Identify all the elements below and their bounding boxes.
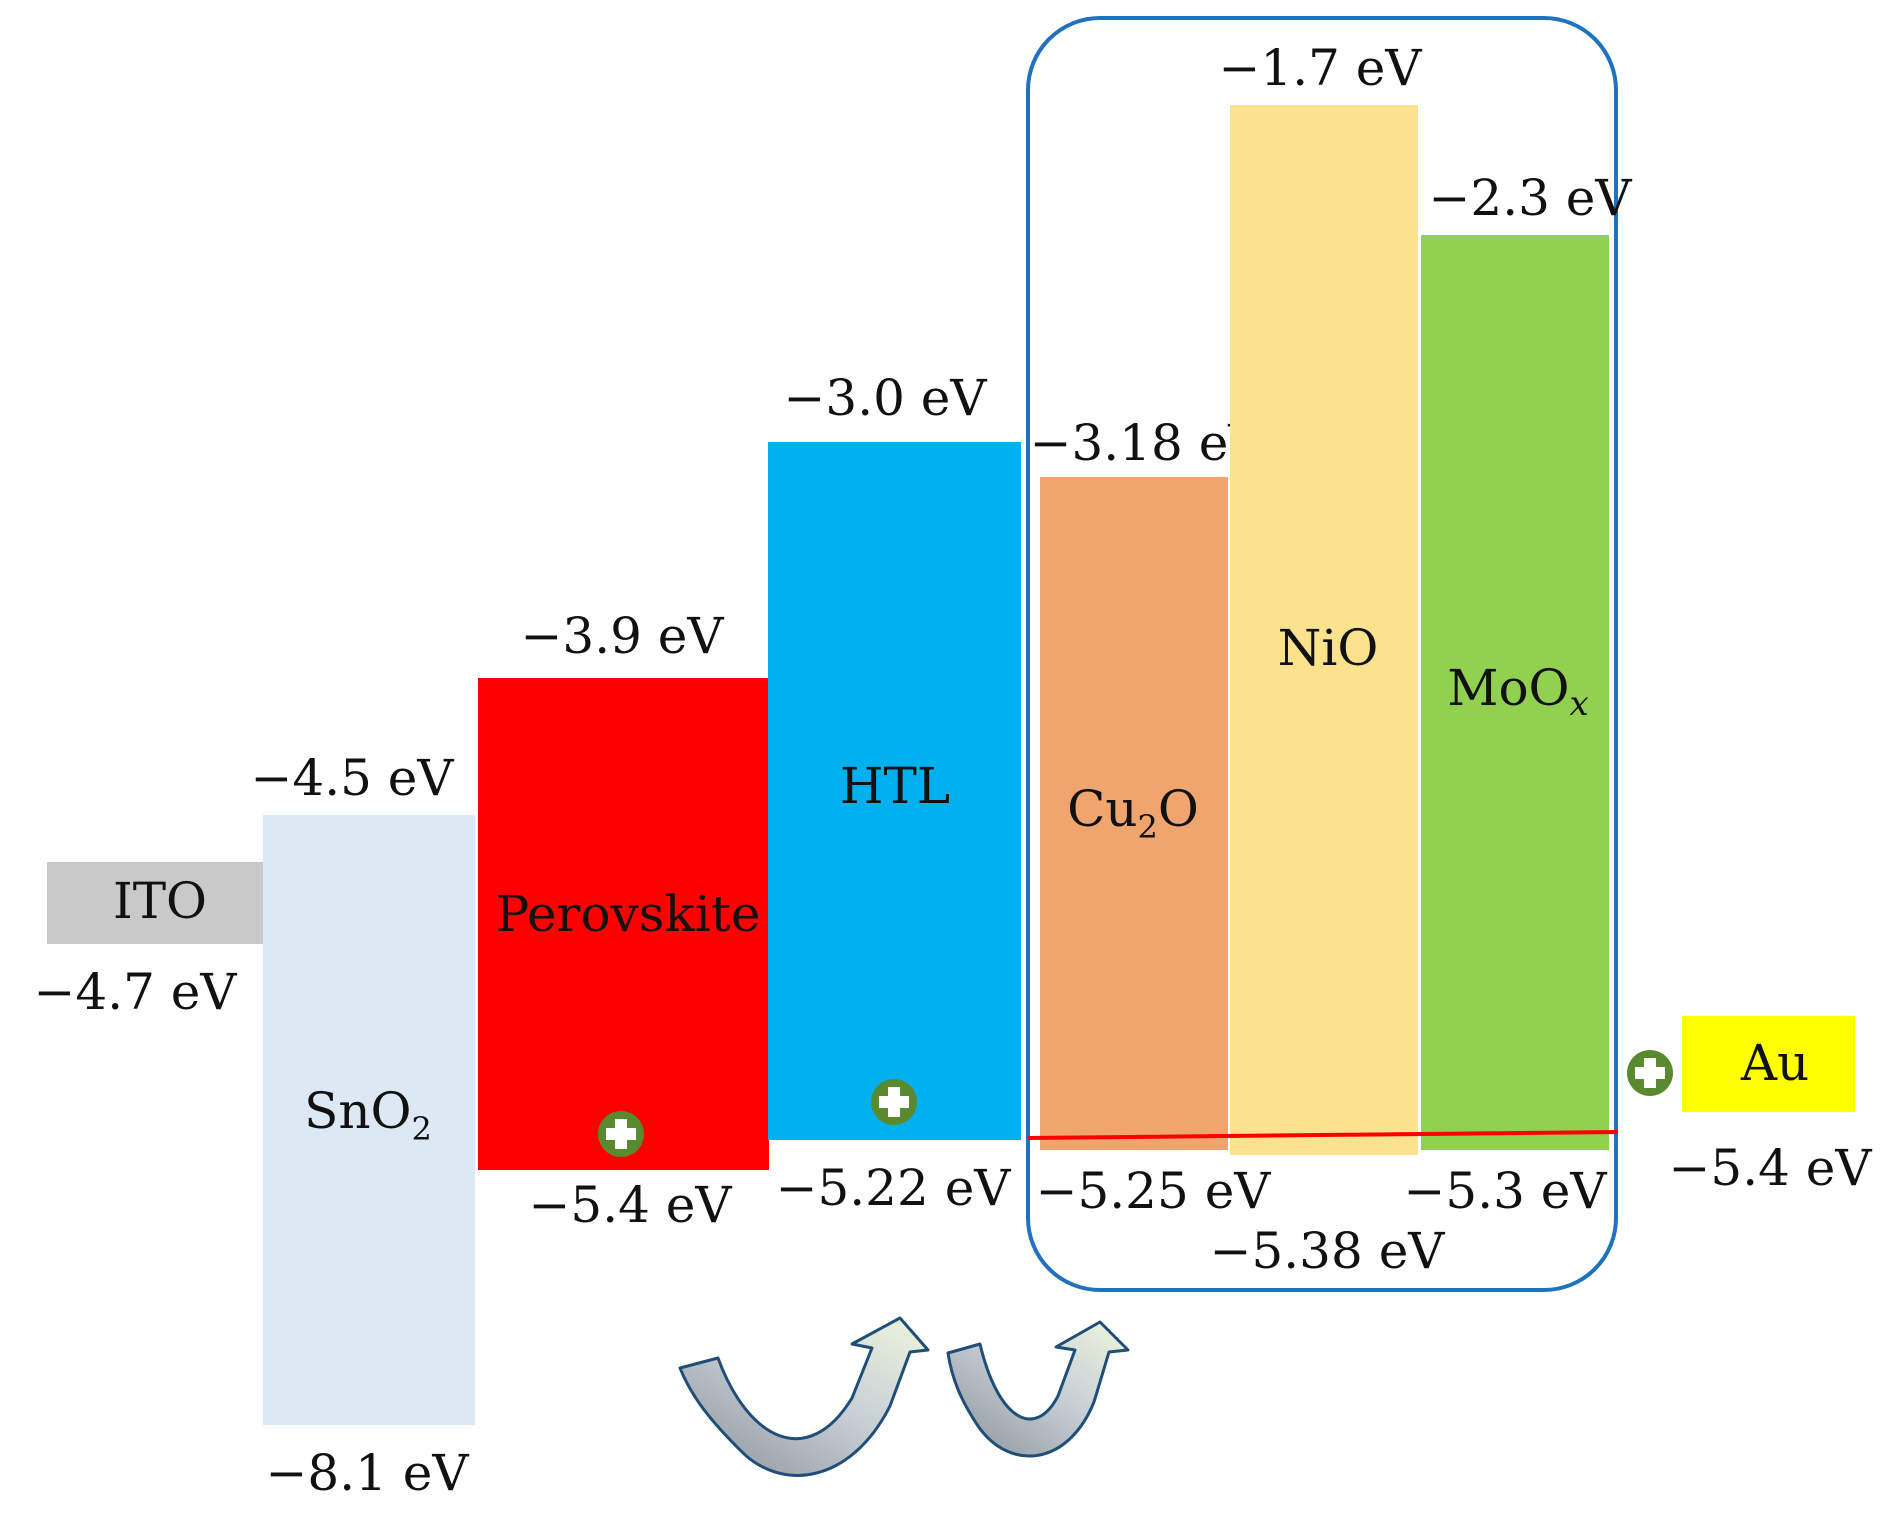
layer-nio: −1.7 eV NiO −5.38 eV: [1210, 39, 1446, 1280]
moox-bar: [1421, 235, 1609, 1150]
layer-htl: −3.0 eV HTL −5.22 eV: [768, 369, 1021, 1217]
perovskite-bar: [478, 678, 769, 1170]
ito-bar: [47, 862, 264, 944]
alignment-line: [1027, 1130, 1619, 1140]
sno2-bar: [263, 815, 475, 1425]
htl-lower-level: −5.22 eV: [776, 1159, 1012, 1217]
nio-upper-level: −1.7 eV: [1218, 39, 1422, 97]
layer-sno2: −4.5 eV SnO2 −8.1 eV: [250, 749, 475, 1502]
htl-label: HTL: [840, 757, 950, 815]
au-label: Au: [1740, 1034, 1809, 1092]
au-bar: [1682, 1016, 1855, 1112]
perovskite-label: Perovskite: [496, 885, 761, 943]
ito-label: ITO: [113, 872, 207, 930]
htl-bar: [768, 442, 1021, 1140]
hole-plus-icon: [1627, 1050, 1673, 1096]
perovskite-upper-level: −3.9 eV: [520, 607, 724, 665]
layer-au: Au −5.4 eV: [1668, 1016, 1872, 1197]
cu2o-bar: [1040, 477, 1228, 1150]
moox-lower-level: −5.3 eV: [1403, 1162, 1607, 1220]
nio-label: NiO: [1278, 619, 1379, 677]
sno2-upper-level: −4.5 eV: [250, 749, 454, 807]
nio-lower-level: −5.38 eV: [1210, 1222, 1446, 1280]
nio-bar: [1230, 105, 1418, 1155]
layer-cu2o: −3.18 eV Cu2O −5.25 eV: [1030, 414, 1272, 1220]
sno2-lower-level: −8.1 eV: [265, 1444, 469, 1502]
htl-upper-level: −3.0 eV: [783, 369, 987, 427]
curved-up-arrow-icon: [678, 1316, 930, 1477]
highlight-group-box: [1026, 16, 1618, 1292]
moox-upper-level: −2.3 eV: [1428, 169, 1632, 227]
hole-plus-icon: [871, 1079, 917, 1125]
layer-ito: ITO −4.7 eV: [33, 862, 264, 1021]
cu2o-upper-level: −3.18 eV: [1030, 414, 1266, 472]
cu2o-lower-level: −5.25 eV: [1036, 1162, 1272, 1220]
sno2-label: SnO2: [304, 1082, 432, 1148]
curved-up-arrow-icon: [946, 1320, 1130, 1458]
moox-label: MoOx: [1447, 659, 1588, 724]
au-lower-level: −5.4 eV: [1668, 1139, 1872, 1197]
hole-plus-icon: [598, 1111, 644, 1157]
ito-lower-level: −4.7 eV: [33, 963, 237, 1021]
layer-perovskite: −3.9 eV Perovskite −5.4 eV: [478, 607, 769, 1234]
layer-moox: −2.3 eV MoOx −5.3 eV: [1403, 169, 1632, 1220]
cu2o-label: Cu2O: [1067, 780, 1199, 846]
perovskite-lower-level: −5.4 eV: [528, 1176, 732, 1234]
